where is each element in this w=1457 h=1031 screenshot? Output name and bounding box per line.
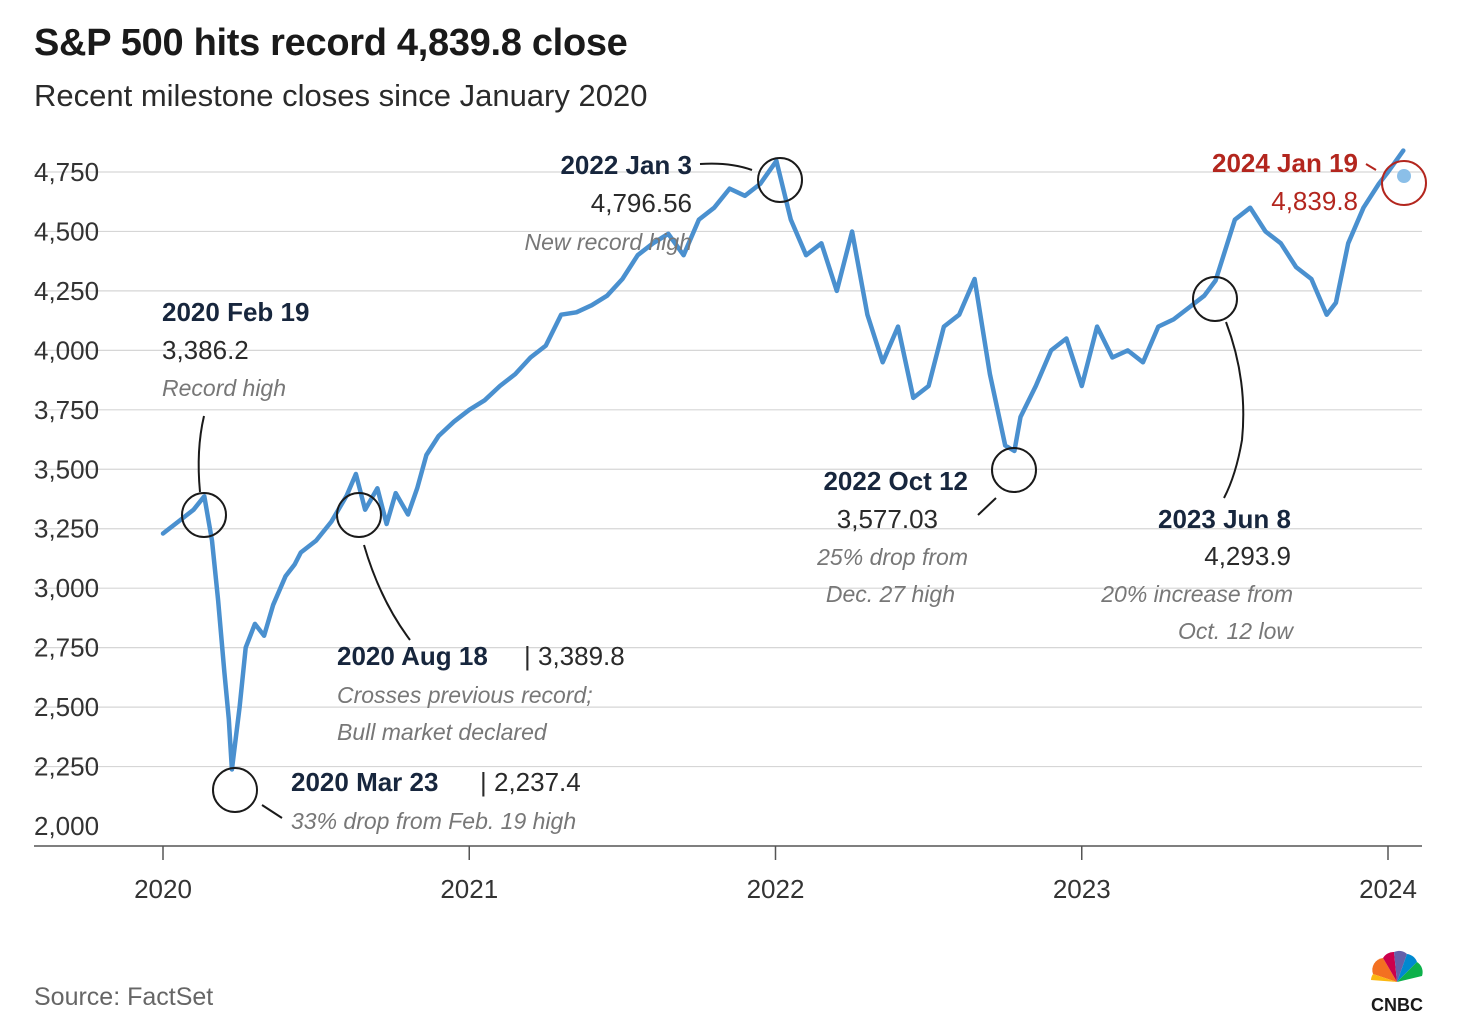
x-tick-label: 2023 <box>1053 874 1111 904</box>
annotation-leader <box>363 544 411 641</box>
annotation-value: 4,796.56 <box>591 188 692 218</box>
y-tick-label: 3,000 <box>34 573 99 603</box>
y-tick-label: 3,750 <box>34 395 99 425</box>
x-tick-label: 2024 <box>1359 874 1417 904</box>
series-line <box>160 148 1406 772</box>
y-tick-label: 3,500 <box>34 454 99 484</box>
annotation-leader <box>261 804 283 819</box>
annotation-note: 33% drop from Feb. 19 high <box>291 808 576 834</box>
marker-circle <box>757 157 803 203</box>
annotation-note: 25% drop from <box>816 544 968 570</box>
annotation-date: 2023 Jun 8 <box>1158 504 1291 534</box>
y-tick-label: 2,750 <box>34 633 99 663</box>
annotation-leader <box>977 497 997 516</box>
marker-circle <box>1381 160 1427 206</box>
annotation-value: 3,577.03 <box>837 504 938 534</box>
y-tick-label: 4,000 <box>34 335 99 365</box>
x-tick-label: 2022 <box>747 874 805 904</box>
annotation-value: | 3,389.8 <box>524 641 625 671</box>
y-tick-label: 2,500 <box>34 692 99 722</box>
annotation-leader <box>699 162 753 171</box>
logo-text: CNBC <box>1371 995 1423 1015</box>
annotation-value: 4,839.8 <box>1271 186 1358 216</box>
annotation-date: 2022 Oct 12 <box>823 466 968 496</box>
y-tick-label: 2,000 <box>34 811 99 841</box>
chart-subtitle: Recent milestone closes since January 20… <box>34 78 648 113</box>
marker-circle <box>1192 276 1238 322</box>
annotation-leader <box>1365 163 1377 171</box>
annotation-note: Crosses previous record; <box>337 682 593 708</box>
y-tick-label: 4,750 <box>34 157 99 187</box>
annotation-date: 2020 Aug 18 <box>337 641 488 671</box>
annotation-value: 3,386.2 <box>162 335 249 365</box>
annotation-note: New record high <box>525 229 692 255</box>
record-dot <box>1397 169 1411 183</box>
annotation-note: 20% increase from <box>1100 581 1293 607</box>
y-tick-label: 2,250 <box>34 752 99 782</box>
annotation-value: | 2,237.4 <box>480 767 581 797</box>
annotation-leader <box>1223 321 1245 499</box>
annotation-note: Oct. 12 low <box>1178 618 1294 644</box>
source-note: Source: FactSet <box>34 983 214 1011</box>
annotation-note: Dec. 27 high <box>826 581 955 607</box>
annotation-date: 2022 Jan 3 <box>560 150 692 180</box>
annotation-value: 4,293.9 <box>1204 541 1291 571</box>
chart-title: S&P 500 hits record 4,839.8 close <box>34 22 628 64</box>
y-tick-label: 4,250 <box>34 276 99 306</box>
cnbc-peacock-logo: CNBC <box>1371 950 1423 1015</box>
annotation-date: 2020 Feb 19 <box>162 297 309 327</box>
annotation-date: 2024 Jan 19 <box>1212 148 1358 178</box>
y-tick-label: 4,500 <box>34 216 99 246</box>
marker-circle <box>991 447 1037 493</box>
x-tick-label: 2021 <box>440 874 498 904</box>
x-tick-label: 2020 <box>134 874 192 904</box>
annotation-leader <box>197 415 205 493</box>
marker-circle <box>336 492 382 538</box>
y-tick-label: 3,250 <box>34 514 99 544</box>
annotation-note: Bull market declared <box>337 719 548 745</box>
annotation-date: 2020 Mar 23 <box>291 767 438 797</box>
annotation-note: Record high <box>162 375 286 401</box>
marker-circle <box>181 492 227 538</box>
marker-circle <box>212 767 258 813</box>
